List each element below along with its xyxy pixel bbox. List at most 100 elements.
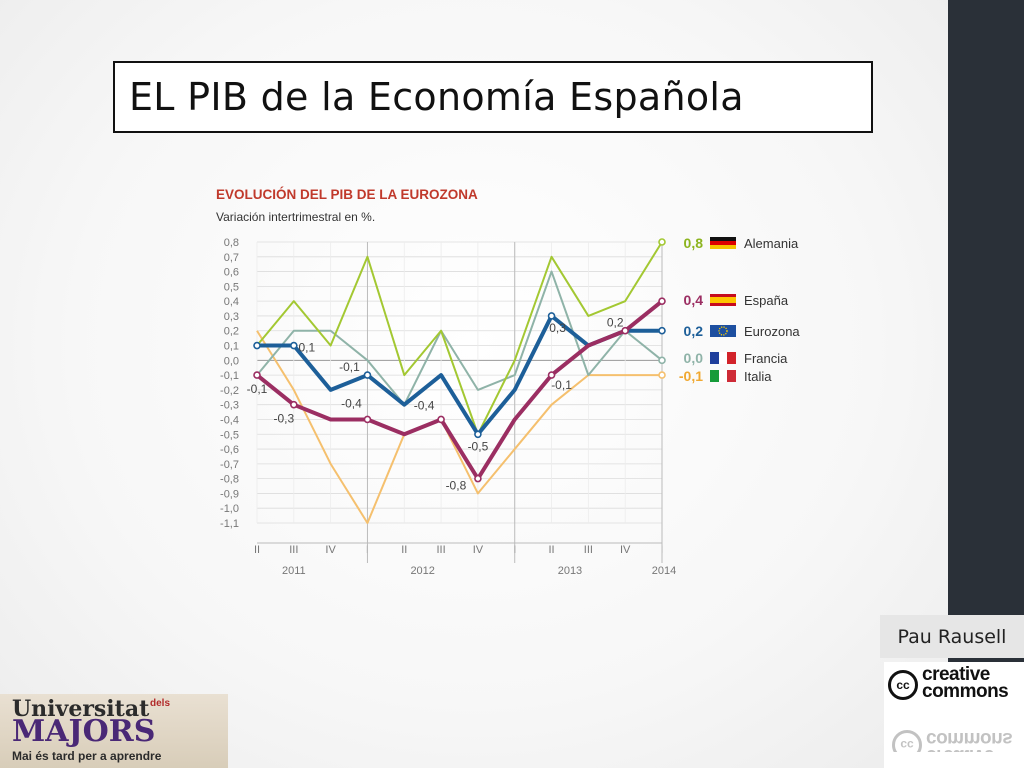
legend-item-españa: 0,4 España [684, 292, 789, 308]
flag-band [719, 370, 727, 382]
author-label: Pau Rausell [880, 615, 1024, 658]
creative-commons-logo: cc creative commons cc creative commons [884, 662, 1024, 768]
cc-logo-reflection: cc creative commons [888, 722, 1024, 752]
y-tick-label: -0,7 [220, 459, 239, 471]
data-label: 0,1 [298, 341, 315, 355]
flag-band [710, 237, 736, 241]
legend-label: Italia [744, 369, 772, 384]
chart-subtitle: Variación intertrimestral en %. [216, 210, 375, 224]
x-tick-label: III [289, 544, 298, 556]
flag-band [710, 241, 736, 245]
x-tick-label: IV [620, 544, 631, 556]
x-tick-label: IV [325, 544, 336, 556]
flag-stars [718, 326, 728, 336]
y-tick-label: 0,8 [224, 237, 239, 249]
series-line-alemania [256, 241, 663, 436]
y-tick-label: 0,5 [224, 281, 239, 293]
y-tick-label: 0,6 [224, 267, 239, 279]
y-tick-label: -0,1 [220, 370, 239, 382]
data-point [474, 430, 482, 439]
data-label: 0,2 [607, 316, 624, 330]
legend-label: Alemania [744, 236, 799, 251]
y-tick-label: -1,0 [220, 503, 239, 515]
legend-value: 0,4 [684, 292, 704, 308]
data-point [253, 371, 261, 379]
flag-band [727, 370, 736, 382]
legend-label: Francia [744, 351, 788, 366]
x-tick-label: II [254, 544, 260, 556]
x-tick-label: IV [473, 544, 484, 556]
series-line-francia [256, 270, 663, 406]
axes: 0,80,70,60,50,40,30,20,10,0-0,1-0,2-0,3-… [220, 237, 676, 577]
flag-band [710, 352, 719, 364]
y-tick-label: -1,1 [220, 518, 239, 530]
data-label: -0,4 [341, 396, 362, 410]
year-label: 2014 [652, 565, 676, 577]
flag-band [710, 370, 719, 382]
y-tick-label: 0,4 [224, 296, 239, 308]
x-tick-label: III [584, 544, 593, 556]
data-point [363, 415, 372, 424]
data-label: -0,1 [247, 382, 268, 396]
title-box: EL PIB de la Economía Española [113, 61, 873, 133]
data-label: -0,8 [446, 479, 467, 493]
chart-title: EVOLUCIÓN DEL PIB DE LA EUROZONA [216, 187, 478, 202]
data-label: -0,1 [339, 360, 360, 374]
legend-item-alemania: 0,8 Alemania [684, 235, 799, 251]
data-point [658, 297, 666, 305]
flag-band [727, 352, 736, 364]
data-label: 0,3 [549, 321, 566, 335]
data-point [363, 371, 372, 379]
slide-title: EL PIB de la Economía Española [129, 75, 744, 119]
legend-label: España [744, 293, 789, 308]
y-tick-label: -0,9 [220, 488, 239, 500]
flag-band [710, 297, 736, 303]
data-label: -0,5 [468, 439, 489, 453]
data-label: -0,3 [273, 412, 294, 426]
legend-value: 0,0 [684, 350, 704, 366]
flag-band [719, 352, 727, 364]
legend-item-francia: 0,0 Francia [684, 350, 789, 366]
data-point [253, 341, 261, 350]
flag-band [710, 325, 736, 337]
series-line-italia [256, 330, 662, 524]
data-point [474, 474, 482, 483]
x-tick-label: II [548, 544, 554, 556]
data-point [290, 400, 298, 409]
legend-label: Eurozona [744, 324, 800, 339]
data-point [290, 341, 298, 350]
y-tick-label: -0,4 [220, 414, 239, 426]
universitat-majors-logo: Universitat dels MAJORS Mai és tard per … [0, 694, 228, 768]
data-point [547, 312, 556, 320]
year-label: 2012 [410, 565, 434, 577]
y-tick-label: 0,3 [224, 311, 239, 323]
y-tick-label: 0,2 [224, 326, 239, 338]
x-tick-label: III [437, 544, 446, 556]
y-tick-label: -0,3 [220, 400, 239, 412]
series-line-españa [255, 299, 664, 481]
y-tick-label: 0,7 [224, 252, 239, 264]
data-label: -0,4 [414, 398, 435, 412]
y-tick-label: -0,8 [220, 474, 239, 486]
annotations: 0,1 -0,1 -0,5 0,3 -0,1 -0,3 -0,4 -0,4 -0,8 -0,1 0,… [247, 316, 624, 493]
data-point [658, 326, 666, 335]
legend-item-eurozona: 0,2 Eurozona [684, 323, 801, 339]
y-tick-label: 0,1 [224, 341, 239, 353]
cc-wordmark: creative commons [922, 664, 1009, 702]
data-point [658, 356, 666, 365]
data-label: -0,1 [551, 378, 572, 392]
legend: 0,8 Alemania 0,4 España 0,2 Eurozona 0,0 Franci… [679, 235, 801, 384]
data-point [621, 326, 629, 335]
year-label: 2011 [282, 565, 306, 577]
legend-item-italia: -0,1 Italia [679, 368, 772, 384]
cc-icon: cc [888, 670, 918, 700]
series-lines [253, 238, 666, 524]
y-tick-label: -0,6 [220, 444, 239, 456]
y-tick-label: -0,5 [220, 429, 239, 441]
legend-value: -0,1 [679, 368, 703, 384]
flag-band [710, 245, 736, 249]
legend-value: 0,8 [684, 235, 704, 251]
legend-value: 0,2 [684, 323, 704, 339]
data-point [437, 415, 445, 424]
x-tick-label: II [401, 544, 407, 556]
